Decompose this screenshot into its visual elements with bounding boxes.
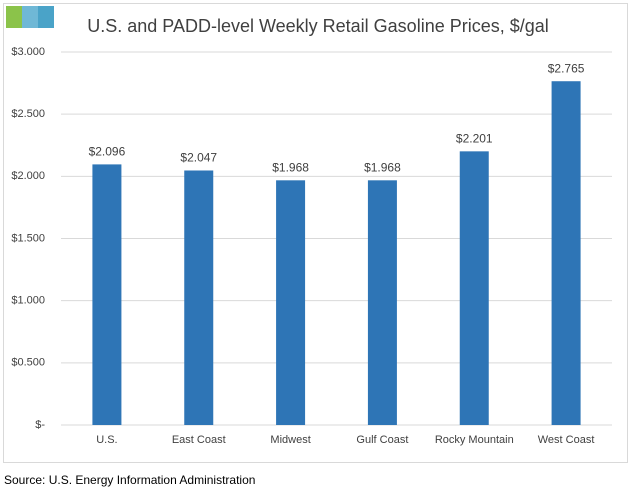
source-note: Source: U.S. Energy Information Administ…: [4, 473, 255, 487]
value-label: $2.096: [89, 145, 126, 159]
x-tick-label: Midwest: [270, 434, 310, 446]
chart-title: U.S. and PADD-level Weekly Retail Gasoli…: [87, 16, 549, 36]
bar: [551, 81, 581, 426]
value-label: $2.201: [456, 132, 493, 146]
y-tick-label: $3.000: [11, 46, 45, 58]
value-label: $2.765: [548, 61, 585, 75]
x-tick-label: Gulf Coast: [356, 434, 408, 446]
y-tick-label: $-: [35, 419, 45, 431]
x-tick-label: U.S.: [96, 434, 117, 446]
value-label: $2.047: [180, 151, 217, 165]
x-tick-label: East Coast: [172, 434, 226, 446]
bar: [184, 170, 214, 425]
bar: [459, 151, 489, 425]
x-tick-label: West Coast: [538, 434, 595, 446]
y-tick-label: $1.000: [11, 295, 45, 307]
y-tick-label: $1.500: [11, 232, 45, 244]
logo-part: [6, 6, 22, 28]
bar: [367, 180, 397, 425]
value-label: $1.968: [272, 160, 309, 174]
x-tick-label: Rocky Mountain: [435, 434, 514, 446]
y-tick-label: $0.500: [11, 357, 45, 369]
logo: [6, 6, 54, 28]
bar: [92, 164, 122, 425]
y-tick-label: $2.000: [11, 170, 45, 182]
logo-part: [38, 6, 54, 28]
bar: [276, 180, 306, 425]
y-tick-label: $2.500: [11, 108, 45, 120]
value-label: $1.968: [364, 160, 401, 174]
